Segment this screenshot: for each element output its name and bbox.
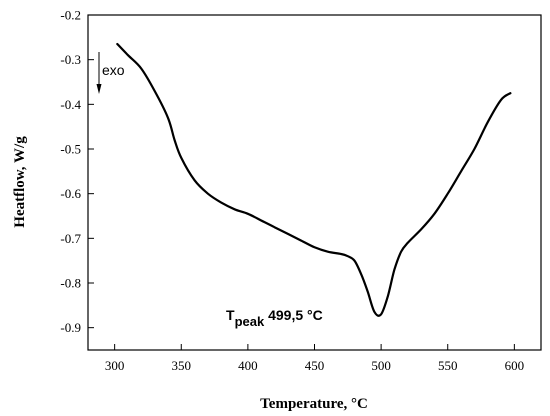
peak-value: 499,5 °C — [264, 307, 323, 323]
x-tick-label: 550 — [438, 358, 458, 373]
x-tick-label: 600 — [505, 358, 525, 373]
x-axis-title: Temperature, °C — [260, 396, 368, 412]
x-axis-ticks: 300 350 400 450 500 550 600 — [105, 344, 524, 373]
y-tick-label: -0.3 — [60, 52, 81, 67]
x-tick-label: 500 — [371, 358, 391, 373]
plot-frame — [87, 14, 542, 351]
y-tick-label: -0.9 — [60, 320, 81, 335]
y-tick-label: -0.4 — [60, 97, 81, 112]
y-axis-title: Heatflow, W/g — [12, 136, 28, 228]
x-tick-label: 400 — [238, 358, 258, 373]
x-tick-label: 450 — [305, 358, 325, 373]
x-tick-label: 300 — [105, 358, 125, 373]
peak-annotation: Tpeak 499,5 °C — [226, 307, 323, 329]
y-tick-label: -0.2 — [60, 8, 81, 23]
heatflow-series-line — [116, 42, 512, 317]
y-tick-label: -0.8 — [60, 276, 81, 291]
peak-main-label: T — [226, 307, 235, 323]
y-axis-ticks: -0.9 -0.8 -0.7 -0.6 -0.5 -0.4 -0.3 -0.2 — [60, 8, 94, 335]
y-tick-label: -0.7 — [60, 231, 81, 246]
exo-indicator: exo — [96, 52, 125, 94]
exo-label: exo — [102, 62, 125, 78]
y-tick-label: -0.6 — [60, 186, 81, 201]
y-tick-label: -0.5 — [60, 142, 81, 157]
peak-subscript: peak — [235, 314, 265, 329]
x-tick-label: 350 — [172, 358, 192, 373]
exo-arrow-head — [96, 84, 102, 94]
